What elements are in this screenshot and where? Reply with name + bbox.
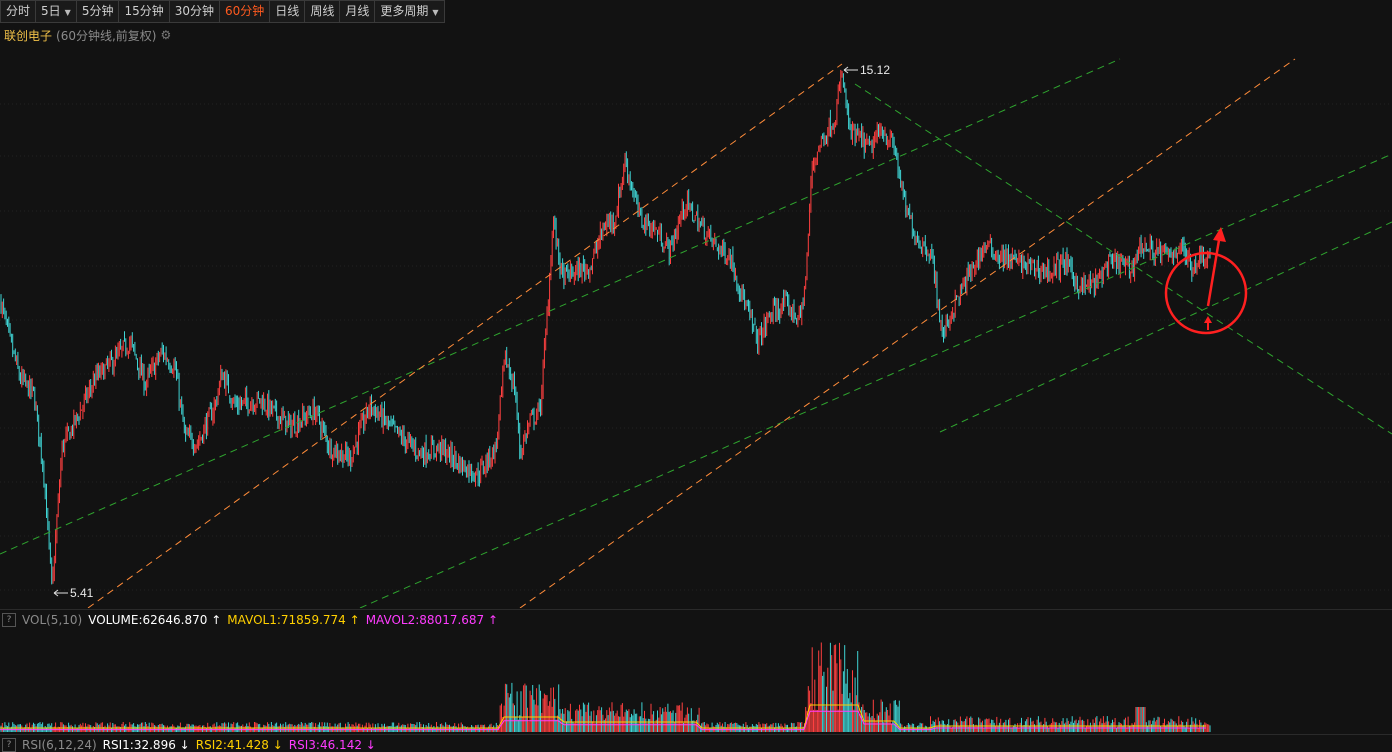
period-button[interactable]: 30分钟 (168, 0, 221, 23)
trend-line-green (854, 83, 1392, 435)
arrow-up-icon (1204, 316, 1212, 323)
period-button-label: 30分钟 (174, 4, 215, 18)
rsi-help-icon[interactable]: ? (2, 738, 16, 752)
price-high-label-text: 15.12 (860, 63, 890, 77)
period-button-label: 日线 (275, 4, 300, 18)
volume-indicator-name[interactable]: VOL(5,10) (22, 613, 83, 627)
mavol1-line (0, 704, 1206, 729)
chevron-down-icon: ▼ (432, 8, 439, 17)
period-button-label: 5分钟 (81, 4, 114, 18)
mavol2-line (0, 710, 1206, 731)
rsi-indicator-header: ? RSI(6,12,24) RSI1:32.896 ↓ RSI2:41.428… (2, 738, 382, 752)
period-toolbar: 分时 5日 ▼ 5分钟 15分钟 30分钟 60分钟 日线 周线 月线 更多周期 ▼ (0, 0, 1392, 23)
period-button[interactable]: 月线 (339, 0, 376, 23)
price-chart[interactable]: 15.12 5.41 (0, 44, 1392, 608)
period-button-label: 15分钟 (124, 4, 164, 18)
arrow-left-icon (53, 589, 59, 597)
volume-chart[interactable] (0, 628, 1392, 732)
volume-help-icon[interactable]: ? (2, 613, 16, 627)
price-low-label: 5.41 (53, 586, 94, 600)
panel-divider (0, 734, 1392, 735)
period-button[interactable]: 5日 ▼ (35, 0, 77, 23)
arrow-left-icon (843, 66, 849, 74)
mavol2-value: MAVOL2:88017.687 ↑ (365, 613, 499, 627)
volume-indicator-header: ? VOL(5,10) VOLUME:62646.870 ↑ MAVOL1:71… (2, 612, 504, 628)
candlestick-series (0, 69, 1211, 585)
rsi3-value: RSI3:46.142 ↓ (288, 738, 376, 752)
period-button[interactable]: 60分钟 (219, 0, 271, 23)
annotation-arrow-line (1206, 233, 1222, 307)
period-button[interactable]: 15分钟 (118, 0, 170, 23)
period-button-label: 周线 (310, 4, 335, 18)
chart-mode-info: (60分钟线,前复权) (56, 28, 157, 43)
chevron-down-icon: ▼ (64, 8, 71, 17)
stock-header: 联创电子 (60分钟线,前复权) ⚙ (4, 27, 171, 43)
period-button[interactable]: 周线 (304, 0, 341, 23)
annotation-circle (1164, 251, 1248, 335)
rsi1-value: RSI1:32.896 ↓ (102, 738, 190, 752)
period-button[interactable]: 日线 (269, 0, 306, 23)
trend-line-orange (87, 63, 843, 608)
rsi-indicator-name[interactable]: RSI(6,12,24) (22, 738, 97, 752)
period-button[interactable]: 更多周期 ▼ (374, 0, 445, 23)
volume-bar-series (0, 642, 1211, 732)
price-low-label-text: 5.41 (70, 586, 94, 600)
period-button[interactable]: 5分钟 (75, 0, 120, 23)
period-button[interactable]: 分时 (0, 0, 37, 23)
period-button-label: 更多周期 (380, 4, 429, 18)
rsi2-value: RSI2:41.428 ↓ (195, 738, 283, 752)
trend-line-orange (519, 58, 1296, 608)
volume-value: VOLUME:62646.870 ↑ (88, 613, 222, 627)
panel-divider (0, 609, 1392, 610)
arrow-up-icon (1213, 227, 1226, 242)
price-high-label: 15.12 (843, 63, 890, 77)
gear-icon[interactable]: ⚙ (160, 28, 172, 42)
stock-name: 联创电子 (4, 28, 53, 43)
period-button-label: 月线 (345, 4, 370, 18)
period-button-label: 分时 (6, 4, 31, 18)
mavol1-value: MAVOL1:71859.774 ↑ (227, 613, 360, 627)
period-button-label: 5日 (41, 4, 61, 18)
trend-line-green (0, 58, 1121, 555)
period-button-label: 60分钟 (225, 4, 265, 18)
